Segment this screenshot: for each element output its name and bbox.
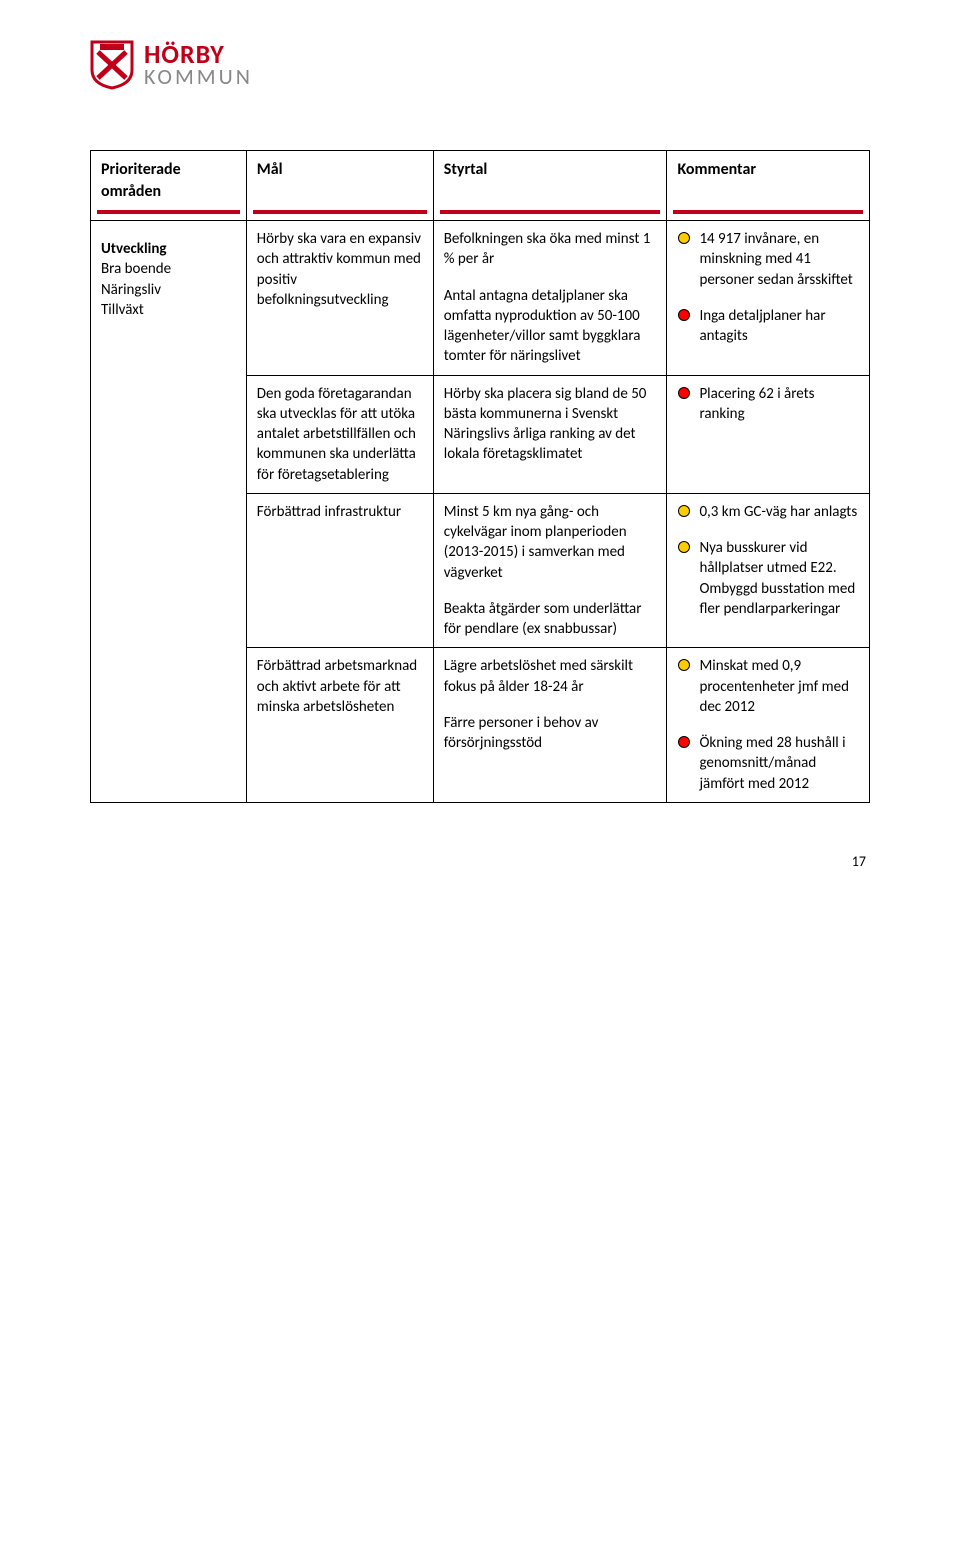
kommentar-item: Placering 62 i årets ranking	[677, 384, 859, 425]
mal-cell: Förbättrad arbetsmarknad och aktivt arbe…	[246, 648, 433, 803]
table-header-row: Prioriterade områden Mål Styrtal Komment…	[91, 151, 870, 211]
mal-cell: Förbättrad infrastruktur	[246, 493, 433, 648]
area-title: Utveckling	[101, 240, 167, 258]
kommentar-text: Placering 62 i årets ranking	[699, 384, 859, 425]
status-bullet-icon	[677, 540, 691, 554]
styrtal-text: Hörby ska placera sig bland de 50 bästa …	[444, 384, 657, 465]
kommentar-item: 14 917 invånare, en minskning med 41 per…	[677, 229, 859, 290]
kommentar-text: Inga detaljplaner har antagits	[699, 306, 859, 347]
area-cell: Utveckling Bra boende Näringsliv Tillväx…	[91, 221, 247, 803]
kommentar-text: Ökning med 28 hushåll i genomsnitt/månad…	[699, 733, 859, 794]
styrtal-cell: Befolkningen ska öka med minst 1 % per å…	[433, 221, 667, 376]
area-sub: Bra boende	[101, 259, 236, 279]
kommentar-text: Nya busskurer vid hållplatser utmed E22.…	[699, 538, 859, 619]
kommentar-cell: 14 917 invånare, en minskning med 41 per…	[667, 221, 870, 376]
styrtal-text: Minst 5 km nya gång- och cykelvägar inom…	[444, 502, 657, 583]
status-bullet-icon	[677, 308, 691, 322]
styrtal-cell: Hörby ska placera sig bland de 50 bästa …	[433, 375, 667, 493]
kommentar-item: Ökning med 28 hushåll i genomsnitt/månad…	[677, 733, 859, 794]
header-areas: Prioriterade områden	[91, 151, 247, 211]
page-number: 17	[90, 853, 870, 870]
styrtal-cell: Lägre arbetslöshet med särskilt fokus på…	[433, 648, 667, 803]
styrtal-text: Befolkningen ska öka med minst 1 % per å…	[444, 229, 657, 270]
mal-cell: Hörby ska vara en expansiv och attraktiv…	[246, 221, 433, 376]
logo-sub: KOMMUN	[144, 67, 253, 88]
priorities-table: Prioriterade områden Mål Styrtal Komment…	[90, 150, 870, 803]
status-bullet-icon	[677, 231, 691, 245]
styrtal-text: Färre personer i behov av försörjningsst…	[444, 713, 657, 754]
shield-icon	[90, 40, 134, 90]
kommentar-item: Minskat med 0,9 procentenheter jmf med d…	[677, 656, 859, 717]
header-kommentar: Kommentar	[667, 151, 870, 211]
area-sub: Näringsliv	[101, 280, 236, 300]
table-row: Utveckling Bra boende Näringsliv Tillväx…	[91, 221, 870, 376]
kommentar-cell: 0,3 km GC-väg har anlagts Nya busskurer …	[667, 493, 870, 648]
kommentar-item: Nya busskurer vid hållplatser utmed E22.…	[677, 538, 859, 619]
header-mal: Mål	[246, 151, 433, 211]
kommentar-cell: Placering 62 i årets ranking	[667, 375, 870, 493]
mal-cell: Den goda företagarandan ska utvecklas fö…	[246, 375, 433, 493]
kommentar-item: Inga detaljplaner har antagits	[677, 306, 859, 347]
status-bullet-icon	[677, 386, 691, 400]
kommentar-text: Minskat med 0,9 procentenheter jmf med d…	[699, 656, 859, 717]
header-underline	[91, 210, 870, 221]
styrtal-text: Beakta åtgärder som underlättar för pend…	[444, 599, 657, 640]
styrtal-text: Antal antagna detaljplaner ska omfatta n…	[444, 286, 657, 367]
kommentar-text: 0,3 km GC-väg har anlagts	[699, 502, 859, 522]
kommentar-item: 0,3 km GC-väg har anlagts	[677, 502, 859, 522]
kommentar-text: 14 917 invånare, en minskning med 41 per…	[699, 229, 859, 290]
logo: HÖRBY KOMMUN	[90, 40, 870, 90]
status-bullet-icon	[677, 735, 691, 749]
header-styrtal: Styrtal	[433, 151, 667, 211]
styrtal-text: Lägre arbetslöshet med särskilt fokus på…	[444, 656, 657, 697]
status-bullet-icon	[677, 504, 691, 518]
area-sub: Tillväxt	[101, 300, 236, 320]
styrtal-cell: Minst 5 km nya gång- och cykelvägar inom…	[433, 493, 667, 648]
kommentar-cell: Minskat med 0,9 procentenheter jmf med d…	[667, 648, 870, 803]
status-bullet-icon	[677, 658, 691, 672]
